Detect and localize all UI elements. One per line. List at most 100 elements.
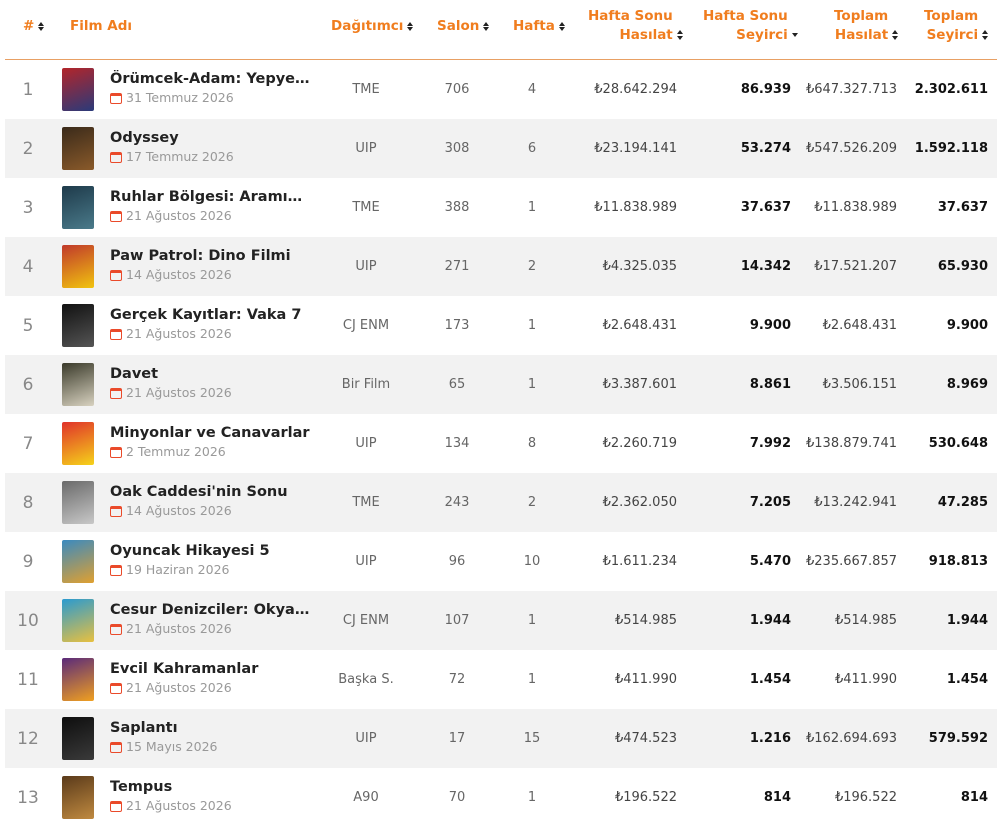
table-row[interactable]: 12 Saplantı 15 Mayıs 2026 UIP 17 15 ₺474… (5, 709, 997, 768)
salon-cell: 243 (444, 495, 470, 510)
release-date-text: 14 Ağustos 2026 (126, 503, 232, 518)
table-row[interactable]: 10 Cesur Denizciler: Okyanus Macerası 21… (5, 591, 997, 650)
total-audience-cell: 2.302.611 (914, 82, 988, 97)
total-audience-cell: 1.592.118 (914, 141, 988, 156)
header-total-audience[interactable]: Toplam Seyirci (924, 7, 989, 45)
release-date-text: 21 Ağustos 2026 (126, 621, 232, 636)
poster-thumbnail[interactable] (62, 186, 94, 229)
film-title-link[interactable]: Cesur Denizciler: Okyanus Macerası (110, 602, 310, 618)
table-row[interactable]: 8 Oak Caddesi'nin Sonu 14 Ağustos 2026 T… (5, 473, 997, 532)
poster-image (62, 776, 94, 819)
rank-cell: 1 (22, 79, 34, 100)
salon-cell: 134 (444, 436, 470, 451)
calendar-icon (110, 328, 122, 340)
calendar-icon (110, 682, 122, 694)
poster-thumbnail[interactable] (62, 245, 94, 288)
film-title-link[interactable]: Saplantı (110, 720, 178, 736)
poster-thumbnail[interactable] (62, 422, 94, 465)
poster-thumbnail[interactable] (62, 481, 94, 524)
header-week[interactable]: Hafta (513, 17, 565, 36)
film-info: Davet 21 Ağustos 2026 (110, 365, 310, 401)
film-title-link[interactable]: Minyonlar ve Canavarlar (110, 425, 310, 441)
calendar-icon (110, 269, 122, 281)
poster-thumbnail[interactable] (62, 658, 94, 701)
film-title-link[interactable]: Tempus (110, 779, 173, 795)
film-title-link[interactable]: Gerçek Kayıtlar: Vaka 7 (110, 307, 302, 323)
film-title-link[interactable]: Odyssey (110, 130, 179, 146)
total-audience-cell: 8.969 (946, 377, 988, 392)
sort-icon (483, 21, 490, 32)
header-film-label: Film Adı (70, 18, 132, 34)
poster-thumbnail[interactable] (62, 540, 94, 583)
table-row[interactable]: 1 Örümcek-Adam: Yepyeni Bir Gün 31 Temmu… (5, 60, 997, 119)
total-audience-cell: 65.930 (937, 259, 988, 274)
header-line: Hasılat (834, 27, 889, 43)
poster-image (62, 658, 94, 701)
header-salon[interactable]: Salon (437, 17, 490, 36)
header-line: Hafta Sonu (703, 8, 788, 24)
table-row[interactable]: 2 Odyssey 17 Temmuz 2026 UIP 308 6 ₺23.1… (5, 119, 997, 178)
poster-thumbnail[interactable] (62, 304, 94, 347)
distributor-cell: Bir Film (341, 377, 391, 392)
film-title-link[interactable]: Oyuncak Hikayesi 5 (110, 543, 270, 559)
poster-thumbnail[interactable] (62, 717, 94, 760)
film-title-link[interactable]: Oak Caddesi'nin Sonu (110, 484, 288, 500)
sort-icon (892, 30, 899, 40)
poster-image (62, 481, 94, 524)
header-weekend-audience[interactable]: Hafta Sonu Seyirci (703, 7, 798, 45)
poster-image (62, 304, 94, 347)
sort-icon (982, 30, 989, 40)
rank-cell: 6 (22, 374, 34, 395)
table-row[interactable]: 7 Minyonlar ve Canavarlar 2 Temmuz 2026 … (5, 414, 997, 473)
total-revenue-cell: ₺13.242.941 (814, 495, 897, 510)
table-row[interactable]: 6 Davet 21 Ağustos 2026 Bir Film 65 1 ₺3… (5, 355, 997, 414)
salon-cell: 706 (444, 82, 470, 97)
table-header: # Film Adı Dağıtımcı Salon Hafta Hafta S… (5, 0, 997, 60)
distributor-cell: TME (352, 495, 380, 510)
weekend-audience-cell: 37.637 (740, 200, 791, 215)
poster-thumbnail[interactable] (62, 127, 94, 170)
release-date: 21 Ağustos 2026 (110, 208, 310, 224)
header-weekend-revenue[interactable]: Hafta Sonu Hasılat (588, 7, 683, 45)
release-date-text: 31 Temmuz 2026 (126, 90, 234, 105)
film-title-link[interactable]: Paw Patrol: Dino Filmi (110, 248, 291, 264)
poster-thumbnail[interactable] (62, 599, 94, 642)
film-info: Cesur Denizciler: Okyanus Macerası 21 Ağ… (110, 601, 310, 637)
poster-image (62, 717, 94, 760)
rank-cell: 13 (17, 787, 39, 808)
header-rank-label: # (23, 18, 35, 34)
weekend-audience-cell: 1.944 (749, 613, 791, 628)
table-row[interactable]: 4 Paw Patrol: Dino Filmi 14 Ağustos 2026… (5, 237, 997, 296)
weekend-audience-cell: 7.205 (749, 495, 791, 510)
week-cell: 4 (527, 82, 537, 97)
calendar-icon (110, 446, 122, 458)
film-title-link[interactable]: Örümcek-Adam: Yepyeni Bir Gün (110, 71, 310, 87)
table-row[interactable]: 9 Oyuncak Hikayesi 5 19 Haziran 2026 UIP… (5, 532, 997, 591)
release-date-text: 21 Ağustos 2026 (126, 680, 232, 695)
header-rank[interactable]: # (23, 17, 45, 36)
release-date: 21 Ağustos 2026 (110, 385, 310, 401)
poster-thumbnail[interactable] (62, 776, 94, 819)
header-total-revenue[interactable]: Toplam Hasılat (834, 7, 899, 45)
distributor-cell: TME (352, 200, 380, 215)
total-revenue-cell: ₺2.648.431 (822, 318, 897, 333)
film-title-link[interactable]: Ruhlar Bölgesi: Aramızdaki Tuhaflık (110, 189, 310, 205)
table-row[interactable]: 13 Tempus 21 Ağustos 2026 A90 70 1 ₺196.… (5, 768, 997, 822)
weekend-revenue-cell: ₺28.642.294 (594, 82, 677, 97)
film-title-link[interactable]: Davet (110, 366, 159, 382)
release-date: 17 Temmuz 2026 (110, 149, 310, 165)
film-title-link[interactable]: Evcil Kahramanlar (110, 661, 259, 677)
release-date-text: 17 Temmuz 2026 (126, 149, 234, 164)
table-row[interactable]: 3 Ruhlar Bölgesi: Aramızdaki Tuhaflık 21… (5, 178, 997, 237)
table-row[interactable]: 5 Gerçek Kayıtlar: Vaka 7 21 Ağustos 202… (5, 296, 997, 355)
weekend-audience-cell: 14.342 (740, 259, 791, 274)
film-info: Örümcek-Adam: Yepyeni Bir Gün 31 Temmuz … (110, 70, 310, 106)
table-row[interactable]: 11 Evcil Kahramanlar 21 Ağustos 2026 Baş… (5, 650, 997, 709)
poster-thumbnail[interactable] (62, 68, 94, 111)
header-distributor[interactable]: Dağıtımcı (331, 17, 414, 36)
weekend-revenue-cell: ₺474.523 (614, 731, 677, 746)
calendar-icon (110, 210, 122, 222)
rank-cell: 9 (22, 551, 34, 572)
header-film[interactable]: Film Adı (70, 17, 132, 36)
poster-thumbnail[interactable] (62, 363, 94, 406)
